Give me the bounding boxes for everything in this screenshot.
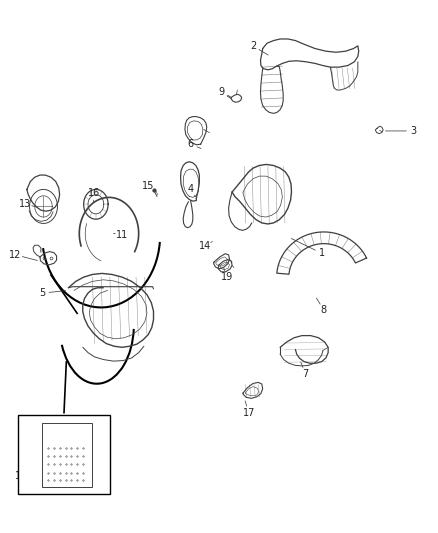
Text: 11: 11 — [116, 230, 128, 240]
Bar — [18, 415, 110, 494]
Text: 17: 17 — [243, 408, 255, 418]
Text: 19: 19 — [221, 272, 233, 282]
Text: 13: 13 — [19, 199, 31, 209]
Text: 16: 16 — [88, 188, 100, 198]
Text: 9: 9 — [218, 87, 224, 97]
Text: 12: 12 — [9, 250, 22, 260]
Text: 14: 14 — [199, 241, 211, 251]
Text: 5: 5 — [39, 288, 45, 298]
Text: 6: 6 — [187, 139, 194, 149]
Text: 18: 18 — [94, 463, 106, 472]
Bar — [42, 423, 92, 487]
Text: 10: 10 — [15, 472, 27, 481]
Text: 7: 7 — [302, 369, 309, 379]
Text: 15: 15 — [142, 181, 155, 191]
Text: 1: 1 — [318, 248, 325, 258]
Text: 2: 2 — [250, 41, 256, 51]
Text: 3: 3 — [410, 126, 417, 136]
Text: 8: 8 — [321, 305, 327, 315]
Text: 4: 4 — [187, 184, 194, 195]
